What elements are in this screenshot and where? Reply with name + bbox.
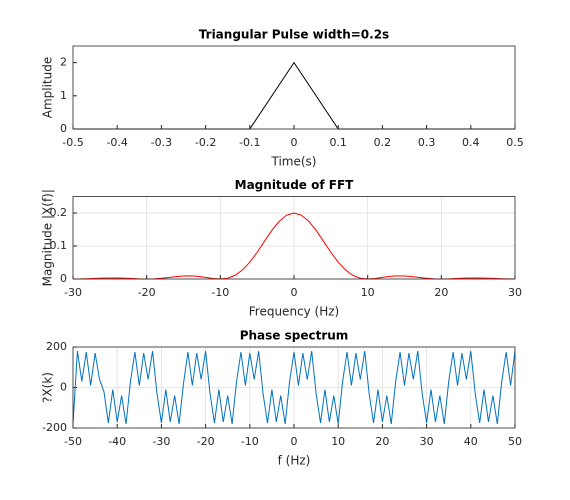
x-tick-label: 0 (291, 435, 298, 448)
y-tick-label: -200 (42, 421, 67, 434)
x-tick-label: 30 (508, 286, 522, 299)
x-tick-label: 40 (464, 435, 478, 448)
y-tick-label: 0 (60, 272, 67, 285)
x-axis-label: f (Hz) (278, 454, 311, 468)
x-tick-label: 0 (291, 136, 298, 149)
x-tick-label: 0.5 (506, 136, 524, 149)
x-axis-label: Time(s) (271, 155, 317, 169)
x-tick-label: -20 (197, 435, 215, 448)
y-tick-label: 1 (60, 89, 67, 102)
x-tick-label: -30 (64, 286, 82, 299)
x-tick-label: 20 (375, 435, 389, 448)
x-tick-label: 0.4 (462, 136, 480, 149)
y-tick-label: 0.2 (50, 206, 68, 219)
axes-box (72, 346, 516, 429)
y-tick-label: 0 (60, 122, 67, 135)
x-tick-label: -0.1 (239, 136, 260, 149)
y-axis-label: ?X(k) (41, 372, 55, 403)
y-tick-label: 0.1 (50, 239, 68, 252)
x-tick-label: 30 (420, 435, 434, 448)
axes-box (72, 196, 516, 280)
x-tick-label: -10 (211, 286, 229, 299)
x-tick-label: 20 (434, 286, 448, 299)
x-tick-label: -30 (152, 435, 170, 448)
y-axis-label: Amplitude (41, 57, 55, 119)
axes-box (72, 45, 516, 130)
x-tick-label: 10 (331, 435, 345, 448)
x-tick-label: -40 (108, 435, 126, 448)
chart-title: Phase spectrum (240, 329, 349, 343)
x-tick-label: 10 (361, 286, 375, 299)
x-tick-label: -0.2 (195, 136, 216, 149)
data-line (72, 350, 516, 425)
x-tick-label: 50 (508, 435, 522, 448)
x-tick-label: -0.4 (106, 136, 127, 149)
x-axis-label: Frequency (Hz) (249, 305, 340, 319)
x-tick-label: -20 (138, 286, 156, 299)
x-tick-label: -50 (64, 435, 82, 448)
x-tick-label: -10 (241, 435, 259, 448)
x-tick-label: 0.2 (374, 136, 392, 149)
y-axis-label: Magnitude |X(f)| (41, 189, 55, 286)
y-tick-label: 0 (60, 381, 67, 394)
x-tick-label: -0.3 (151, 136, 172, 149)
x-tick-label: 0 (291, 286, 298, 299)
x-tick-label: 0.1 (329, 136, 347, 149)
y-tick-label: 200 (46, 340, 67, 353)
axes-background (73, 46, 515, 129)
x-tick-label: -0.5 (62, 136, 83, 149)
x-tick-label: 0.3 (418, 136, 436, 149)
chart-title: Magnitude of FFT (235, 178, 355, 192)
chart-title: Triangular Pulse width=0.2s (199, 28, 389, 42)
y-tick-label: 2 (60, 56, 67, 69)
